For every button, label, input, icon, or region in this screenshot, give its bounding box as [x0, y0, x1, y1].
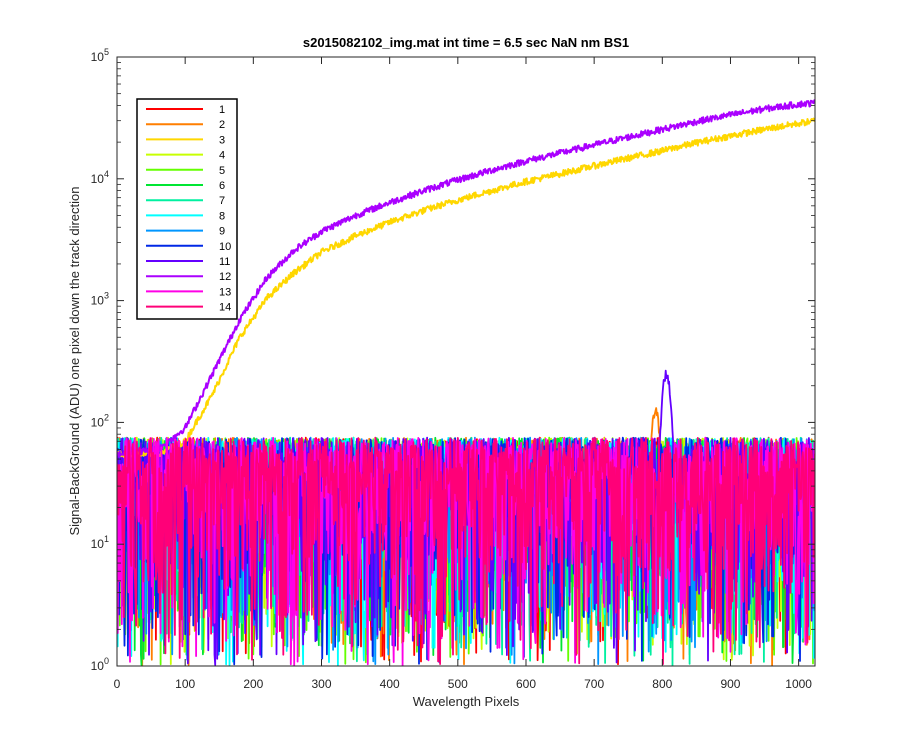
legend-label-1: 1 — [219, 104, 225, 116]
legend-box — [136, 98, 238, 320]
chart-title: s2015082102_img.mat int time = 6.5 sec N… — [303, 35, 629, 50]
x-tick-label: 0 — [114, 677, 121, 691]
x-tick-label: 200 — [243, 677, 263, 691]
ticks-layer: 0 100 200 300 400 500 600 700 800 900 100010010110… — [91, 47, 815, 691]
x-tick-label: 400 — [380, 677, 400, 691]
legend-label-14: 14 — [219, 302, 231, 314]
legend-label-12: 12 — [219, 271, 231, 283]
series-line-14 — [117, 436, 815, 665]
y-tick-label: 104 — [91, 169, 109, 186]
legend-label-6: 6 — [219, 180, 225, 192]
x-tick-label: 900 — [720, 677, 740, 691]
legend-label-13: 13 — [219, 286, 231, 298]
x-tick-label: 100 — [175, 677, 195, 691]
x-tick-label: 1000 — [785, 677, 812, 691]
x-tick-label: 600 — [516, 677, 536, 691]
y-tick-label: 102 — [91, 412, 109, 429]
legend-label-7: 7 — [219, 195, 225, 207]
x-tick-label: 800 — [652, 677, 672, 691]
series-line-3 — [117, 117, 815, 458]
x-tick-label: 700 — [584, 677, 604, 691]
legend-label-4: 4 — [219, 150, 225, 162]
series-layer — [117, 99, 815, 666]
legend-label-10: 10 — [219, 241, 231, 253]
x-tick-label: 300 — [311, 677, 331, 691]
legend-label-3: 3 — [219, 134, 225, 146]
y-tick-label: 103 — [91, 291, 109, 308]
legend-label-11: 11 — [219, 256, 230, 268]
legend-label-2: 2 — [219, 119, 225, 131]
legend-label-8: 8 — [219, 210, 225, 222]
series-line-12 — [117, 99, 815, 458]
legend-label-9: 9 — [219, 226, 225, 238]
y-tick-label: 105 — [91, 47, 109, 64]
x-tick-label: 500 — [448, 677, 468, 691]
x-axis-label: Wavelength Pixels — [413, 694, 520, 709]
legend-label-5: 5 — [219, 165, 225, 177]
y-tick-label: 101 — [91, 534, 109, 551]
plot-frame — [116, 56, 816, 667]
y-axis-label: Signal-BackGround (ADU) one pixel down t… — [67, 186, 82, 535]
y-tick-label: 100 — [91, 656, 109, 673]
